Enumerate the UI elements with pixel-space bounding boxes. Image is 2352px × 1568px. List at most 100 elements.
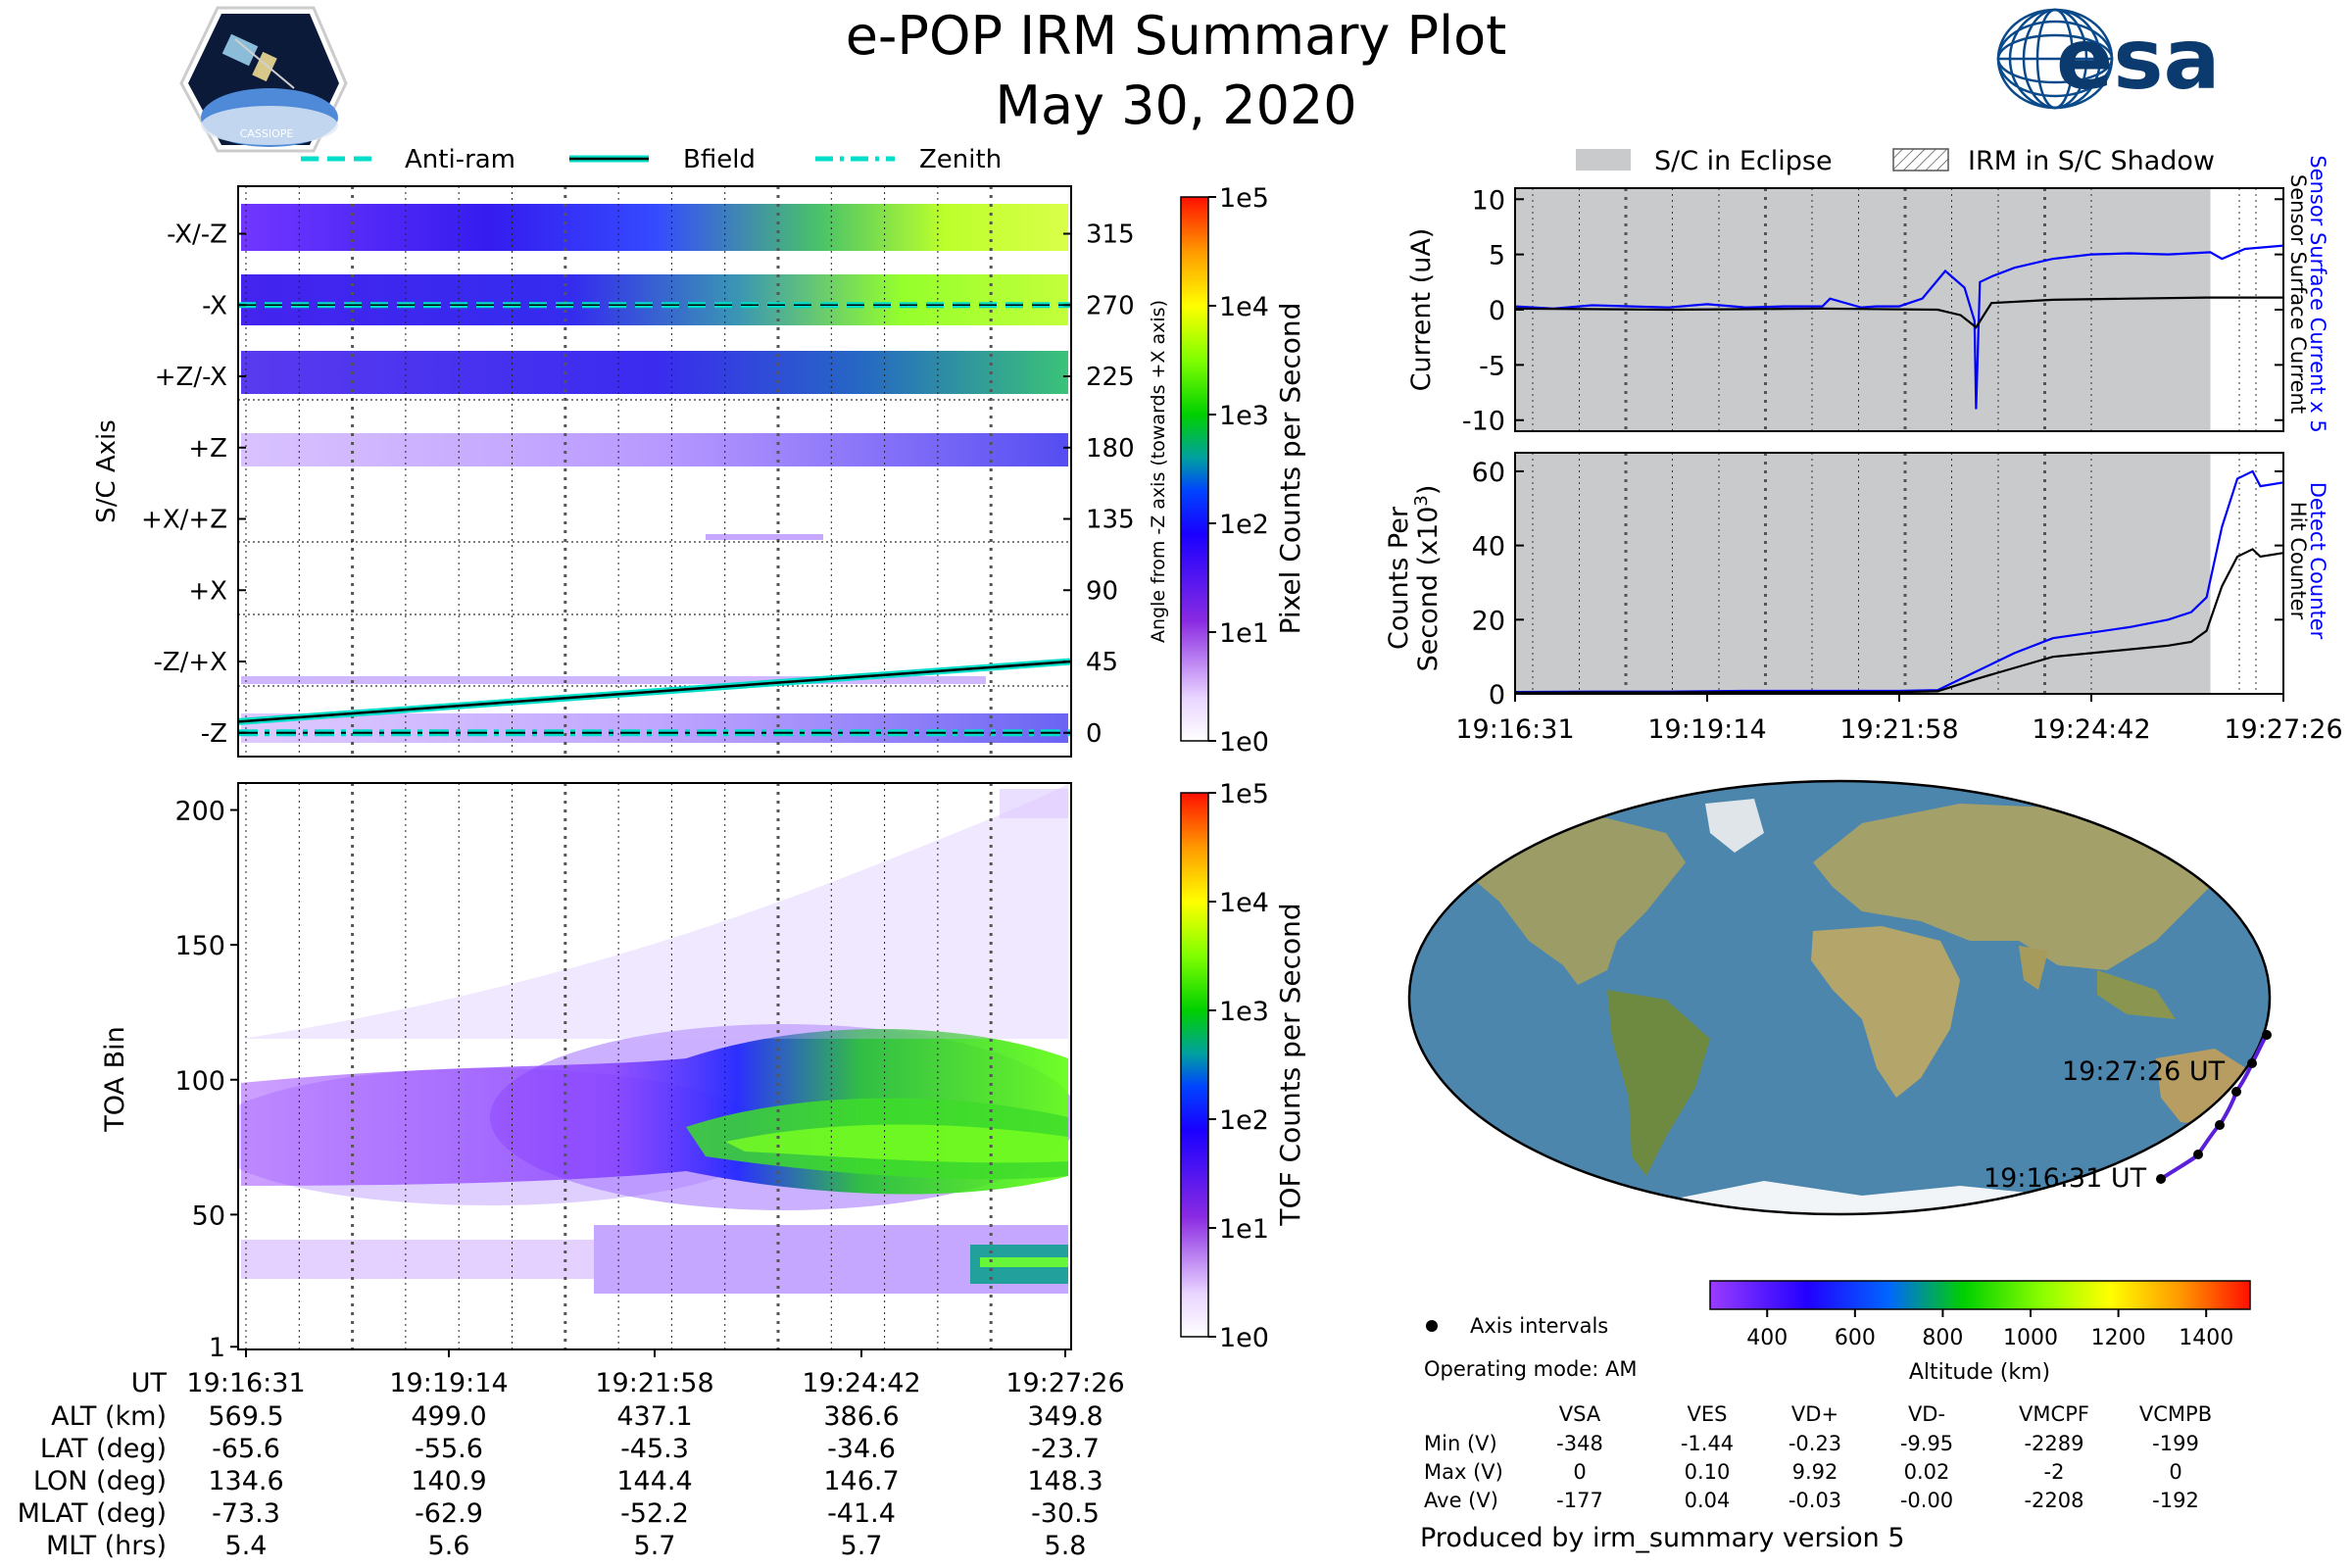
tof-ylabel: TOA Bin [100, 1026, 130, 1132]
ephemeris-value: -73.3 [212, 1498, 280, 1529]
ephemeris-value: 5.7 [634, 1531, 676, 1561]
legend-zenith: Zenith [919, 145, 1002, 174]
voltage-value: 0.02 [1904, 1460, 1950, 1484]
esa-logo-text: esa [2056, 11, 2221, 109]
pixel-angle-ticks: 315 270 225 180 135 90 45 0 [1063, 220, 1135, 749]
ephemeris-row-label: MLAT (deg) [18, 1498, 167, 1529]
voltage-value: -2289 [2024, 1432, 2083, 1455]
eclipse-legend: S/C in Eclipse IRM in S/C Shadow [1576, 146, 2215, 176]
colorbar-tick-label: 1e2 [1219, 510, 1269, 540]
voltage-value: -199 [2152, 1432, 2199, 1455]
colorbar-tick-label: 1e0 [1219, 727, 1269, 758]
voltage-column-header: VD+ [1791, 1402, 1838, 1426]
map-eurasia [1813, 804, 2234, 970]
tof-ytick-label: 150 [174, 931, 225, 961]
current-panel: 10 5 0 -5 -10 Current (uA) Sensor Surface Cu… [1406, 155, 2329, 436]
colorbar-tick-label: 1e3 [1219, 401, 1269, 431]
ephemeris-value: 5.4 [225, 1531, 268, 1561]
ephemeris-value: 134.6 [208, 1466, 283, 1496]
ephemeris-value: 437.1 [616, 1401, 692, 1432]
voltage-value: 0 [2169, 1460, 2181, 1484]
counts-ylabel: Counts Per Second (x103) [1384, 485, 1444, 672]
ytick-label: -5 [1479, 351, 1505, 381]
series-line [1514, 548, 2284, 695]
ephemeris-value: 569.5 [208, 1401, 283, 1432]
shadow-swatch [1892, 148, 1949, 172]
counts-panel: 60 40 20 0 19:16:31 19:19:14 19:21:58 19:24:42… [1384, 452, 2343, 745]
ephemeris-time: 19:21:58 [595, 1368, 713, 1398]
angle-tick-label: 45 [1086, 648, 1118, 677]
altitude-ticks: 400 600 800 1000 1200 1400 [1746, 1309, 2233, 1350]
ephemeris-value: 499.0 [411, 1401, 486, 1432]
tof-ytick-label: 100 [174, 1066, 225, 1097]
voltage-value: 0.10 [1685, 1460, 1731, 1484]
ephemeris-value: 5.7 [841, 1531, 883, 1561]
counts-yticks: 60 40 20 0 [1472, 458, 2283, 710]
pixel-axis-label: -X/-Z [167, 220, 227, 250]
legend-shadow: IRM in S/C Shadow [1968, 146, 2215, 176]
ephemeris-row-label: ALT (km) [51, 1401, 167, 1432]
tof-colorbar: 1e5 1e4 1e3 1e2 1e1 1e0 TOF Counts per Second [1180, 779, 1306, 1353]
counts-eclipse-region [1515, 453, 2211, 694]
counts-xticks: 19:16:31 19:19:14 19:21:58 19:24:42 19:27:26 [1455, 694, 2343, 745]
map-greenland [1705, 799, 1764, 853]
ephemeris-value: 140.9 [411, 1466, 486, 1496]
voltage-value: 9.92 [1792, 1460, 1838, 1484]
legend-eclipse: S/C in Eclipse [1654, 146, 1833, 176]
colorbar-tick-label: 1e0 [1219, 1323, 1269, 1353]
pixel-axis-label: -Z [201, 719, 227, 749]
ytick-label: 0 [1489, 680, 1505, 710]
ephemeris-row-label: LAT (deg) [40, 1434, 167, 1464]
ephemeris-value: -55.6 [415, 1434, 483, 1464]
angle-tick-label: 135 [1086, 506, 1135, 535]
series-line [1514, 296, 2283, 329]
pixel-axis-label: +X [188, 576, 227, 606]
ytick-label: 10 [1472, 185, 1505, 216]
voltage-value: -192 [2152, 1489, 2199, 1512]
ephemeris-value: -41.4 [827, 1498, 896, 1529]
stripe-minus-x-minus-z [241, 204, 1068, 251]
header: e-POP IRM Summary Plot May 30, 2020 [846, 5, 1507, 136]
pixel-colorbar-ticks: 1e5 1e4 1e3 1e2 1e1 1e0 [1208, 183, 1269, 758]
cassiope-logo-text: CASSIOPE [240, 127, 294, 140]
colorbar-tick-label: 1e5 [1219, 183, 1269, 214]
cassiope-logo: CASSIOPE [179, 6, 348, 153]
ephemeris-value: -45.3 [620, 1434, 689, 1464]
angle-tick-label: 225 [1086, 363, 1135, 392]
ytick-label: -10 [1462, 407, 1505, 437]
pixel-axis-label: +Z/-X [155, 363, 227, 392]
tof-yticks: 200 150 100 50 1 [174, 797, 238, 1363]
angle-tick-label: 180 [1086, 434, 1135, 464]
esa-logo-globe-icon [1996, 8, 2114, 110]
operating-mode: Operating mode: AM [1424, 1357, 1637, 1381]
ytick-label: 40 [1472, 532, 1505, 563]
orbit-end-label: 19:27:26 UT [2062, 1056, 2226, 1087]
voltage-value: -177 [1556, 1489, 1603, 1512]
altitude-colorbar: 400 600 800 1000 1200 1400 Altitude (km) [1709, 1280, 2251, 1385]
svg-text:Counts Per: Counts Per [1384, 506, 1414, 650]
ephemeris-time: 19:19:14 [389, 1368, 508, 1398]
xtick-label: 19:16:31 [1455, 714, 1574, 745]
pixel-angle-panel: -X/-Z -X +Z/-X +Z +X/+Z +X -Z/+X -Z 315 270 225 18… [92, 185, 1169, 758]
tof-panel: 200 150 100 50 1 TOA Bin [100, 782, 1072, 1363]
voltage-row-label: Max (V) [1424, 1460, 1503, 1484]
voltage-row-label: Ave (V) [1424, 1489, 1498, 1512]
stripe-minus-z [241, 713, 1068, 743]
legend-bfield: Bfield [683, 145, 756, 174]
current-right-label-black: Sensor Surface Current [2286, 174, 2310, 414]
pixel-heatmap [238, 186, 1071, 757]
pixel-ylabel: S/C Axis [92, 419, 122, 523]
tof-colorbar-label: TOF Counts per Second [1274, 903, 1306, 1226]
voltage-column-header: VES [1688, 1402, 1728, 1426]
ephemeris-time: 19:24:42 [802, 1368, 920, 1398]
axis-intervals-label: Axis intervals [1470, 1314, 1608, 1338]
voltage-value: 0 [1573, 1460, 1586, 1484]
orbit-interval-markers [2156, 1030, 2272, 1184]
altitude-tick-label: 800 [1922, 1326, 1963, 1350]
voltage-value: -348 [1556, 1432, 1603, 1455]
pixel-axis-labels: -X/-Z -X +Z/-X +Z +X/+Z +X -Z/+X -Z [141, 220, 246, 749]
voltage-value: -0.00 [1900, 1489, 1953, 1512]
tof-ytick-label: 200 [174, 797, 225, 827]
colorbar-tick-label: 1e1 [1219, 618, 1269, 649]
tof-colorbar-ticks: 1e5 1e4 1e3 1e2 1e1 1e0 [1208, 779, 1269, 1353]
